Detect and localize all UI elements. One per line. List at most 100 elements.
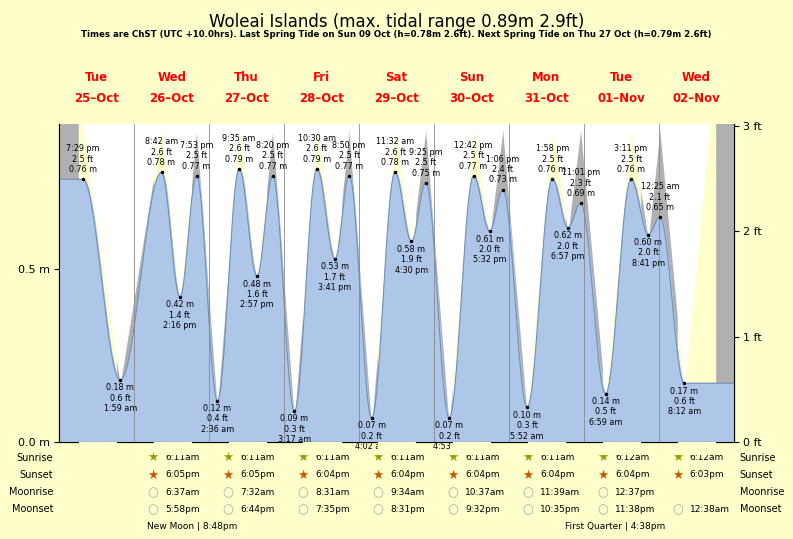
Text: 6:11am: 6:11am — [540, 453, 574, 462]
Text: 7:32am: 7:32am — [240, 488, 274, 497]
Text: Sun: Sun — [459, 71, 484, 84]
Text: 0.42 m
1.4 ft
2:16 pm: 0.42 m 1.4 ft 2:16 pm — [163, 300, 197, 330]
Text: Sunrise: Sunrise — [740, 453, 776, 462]
Text: 0.62 m
2.0 ft
6:57 pm: 0.62 m 2.0 ft 6:57 pm — [551, 231, 584, 261]
Text: 0.07 m
0.2 ft
4:53 am: 0.07 m 0.2 ft 4:53 am — [432, 421, 465, 451]
Text: ★: ★ — [147, 468, 159, 481]
Text: ○: ○ — [447, 503, 458, 516]
Text: ★: ★ — [222, 468, 234, 481]
Text: 6:05pm: 6:05pm — [166, 471, 200, 480]
Text: 6:11am: 6:11am — [166, 453, 200, 462]
Text: 11:01 pm
2.3 ft
0.69 m: 11:01 pm 2.3 ft 0.69 m — [561, 169, 600, 198]
Text: ○: ○ — [297, 503, 308, 516]
Text: ★: ★ — [672, 451, 683, 464]
Text: ○: ○ — [297, 486, 308, 499]
Text: 8:31am: 8:31am — [316, 488, 350, 497]
Bar — [79, 124, 116, 442]
Text: 8:20 pm
2.5 ft
0.77 m: 8:20 pm 2.5 ft 0.77 m — [256, 141, 289, 171]
Bar — [603, 442, 640, 455]
Text: 7:53 pm
2.5 ft
0.77 m: 7:53 pm 2.5 ft 0.77 m — [180, 141, 213, 171]
Text: 29–Oct: 29–Oct — [374, 92, 419, 105]
Bar — [454, 442, 490, 455]
Bar — [378, 124, 416, 442]
Text: Moonset: Moonset — [740, 505, 781, 514]
Text: 6:11am: 6:11am — [316, 453, 350, 462]
Text: 0.07 m
0.2 ft
4:02 am: 0.07 m 0.2 ft 4:02 am — [355, 421, 389, 451]
Text: ○: ○ — [223, 486, 233, 499]
Text: 6:03pm: 6:03pm — [690, 471, 725, 480]
Text: 9:34am: 9:34am — [390, 488, 424, 497]
Text: ★: ★ — [447, 468, 458, 481]
Text: 10:35pm: 10:35pm — [540, 505, 580, 514]
Text: Sunrise: Sunrise — [17, 453, 53, 462]
Text: ○: ○ — [597, 486, 608, 499]
Text: ○: ○ — [522, 503, 533, 516]
Text: 10:37am: 10:37am — [465, 488, 505, 497]
Text: 6:04pm: 6:04pm — [465, 471, 500, 480]
Text: 6:04pm: 6:04pm — [540, 471, 575, 480]
Text: Fri: Fri — [313, 71, 330, 84]
Text: 1:06 pm
2.4 ft
0.73 m: 1:06 pm 2.4 ft 0.73 m — [486, 155, 519, 184]
Text: ★: ★ — [597, 468, 608, 481]
Text: 12:38am: 12:38am — [690, 505, 730, 514]
Text: Thu: Thu — [235, 71, 259, 84]
Text: Sunset: Sunset — [740, 470, 773, 480]
Text: 9:35 am
2.6 ft
0.79 m: 9:35 am 2.6 ft 0.79 m — [223, 134, 256, 164]
Text: 30–Oct: 30–Oct — [449, 92, 494, 105]
Text: Tue: Tue — [610, 71, 633, 84]
Text: 12:37pm: 12:37pm — [615, 488, 655, 497]
Text: Tue: Tue — [86, 71, 109, 84]
Text: 11:32 am
2.6 ft
0.78 m: 11:32 am 2.6 ft 0.78 m — [376, 137, 414, 167]
Text: ★: ★ — [522, 451, 533, 464]
Bar — [228, 124, 266, 442]
Text: 11:39am: 11:39am — [540, 488, 580, 497]
Text: New Moon | 8:48pm: New Moon | 8:48pm — [147, 522, 237, 531]
Text: 7:35pm: 7:35pm — [316, 505, 350, 514]
Text: 6:11am: 6:11am — [390, 453, 424, 462]
Bar — [528, 442, 565, 455]
Text: First Quarter | 4:38pm: First Quarter | 4:38pm — [565, 522, 665, 531]
Bar — [678, 442, 715, 455]
Text: ○: ○ — [147, 486, 159, 499]
Text: 0.09 m
0.3 ft
3:17 am: 0.09 m 0.3 ft 3:17 am — [278, 414, 311, 444]
Text: 6:12am: 6:12am — [690, 453, 724, 462]
Text: 31–Oct: 31–Oct — [524, 92, 569, 105]
Text: ★: ★ — [447, 451, 458, 464]
Text: 1:58 pm
2.5 ft
0.76 m: 1:58 pm 2.5 ft 0.76 m — [536, 144, 569, 174]
Text: 9:32pm: 9:32pm — [465, 505, 500, 514]
Text: 12:42 pm
2.5 ft
0.77 m: 12:42 pm 2.5 ft 0.77 m — [454, 141, 492, 171]
Bar — [154, 442, 191, 455]
Text: Mon: Mon — [532, 71, 561, 84]
Text: Times are ChST (UTC +10.0hrs). Last Spring Tide on Sun 09 Oct (h=0.78m 2.6ft). N: Times are ChST (UTC +10.0hrs). Last Spri… — [81, 30, 712, 39]
Bar — [378, 442, 416, 455]
Text: ★: ★ — [372, 451, 383, 464]
Text: ★: ★ — [297, 468, 308, 481]
Text: Wed: Wed — [157, 71, 186, 84]
Text: ★: ★ — [147, 451, 159, 464]
Text: 0.18 m
0.6 ft
1:59 am: 0.18 m 0.6 ft 1:59 am — [104, 383, 137, 413]
Text: 0.61 m
2.0 ft
5:32 pm: 0.61 m 2.0 ft 5:32 pm — [473, 234, 507, 265]
Text: 8:42 am
2.6 ft
0.78 m: 8:42 am 2.6 ft 0.78 m — [145, 137, 178, 167]
Text: 02–Nov: 02–Nov — [672, 92, 720, 105]
Text: Moonrise: Moonrise — [740, 487, 784, 497]
Text: 10:30 am
2.6 ft
0.79 m: 10:30 am 2.6 ft 0.79 m — [298, 134, 336, 164]
Text: 6:04pm: 6:04pm — [316, 471, 350, 480]
Bar — [228, 442, 266, 455]
Text: 8:31pm: 8:31pm — [390, 505, 425, 514]
Text: 12:25 am
2.1 ft
0.65 m: 12:25 am 2.1 ft 0.65 m — [641, 182, 679, 212]
Bar — [454, 124, 490, 442]
Text: ★: ★ — [297, 451, 308, 464]
Bar — [678, 124, 715, 442]
Text: 3:11 pm
2.5 ft
0.76 m: 3:11 pm 2.5 ft 0.76 m — [615, 144, 648, 174]
Text: 0.53 m
1.7 ft
3:41 pm: 0.53 m 1.7 ft 3:41 pm — [318, 262, 351, 292]
Text: 28–Oct: 28–Oct — [299, 92, 344, 105]
Text: 5:58pm: 5:58pm — [166, 505, 200, 514]
Text: 0.48 m
1.6 ft
2:57 pm: 0.48 m 1.6 ft 2:57 pm — [240, 280, 274, 309]
Text: 6:37am: 6:37am — [166, 488, 200, 497]
Text: Woleai Islands (max. tidal range 0.89m 2.9ft): Woleai Islands (max. tidal range 0.89m 2… — [209, 13, 584, 31]
Bar — [603, 124, 640, 442]
Text: 9:25 pm
2.5 ft
0.75 m: 9:25 pm 2.5 ft 0.75 m — [409, 148, 442, 177]
Text: ○: ○ — [672, 503, 683, 516]
Text: 0.60 m
2.0 ft
8:41 pm: 0.60 m 2.0 ft 8:41 pm — [632, 238, 665, 268]
Text: 0.58 m
1.9 ft
4:30 pm: 0.58 m 1.9 ft 4:30 pm — [395, 245, 428, 275]
